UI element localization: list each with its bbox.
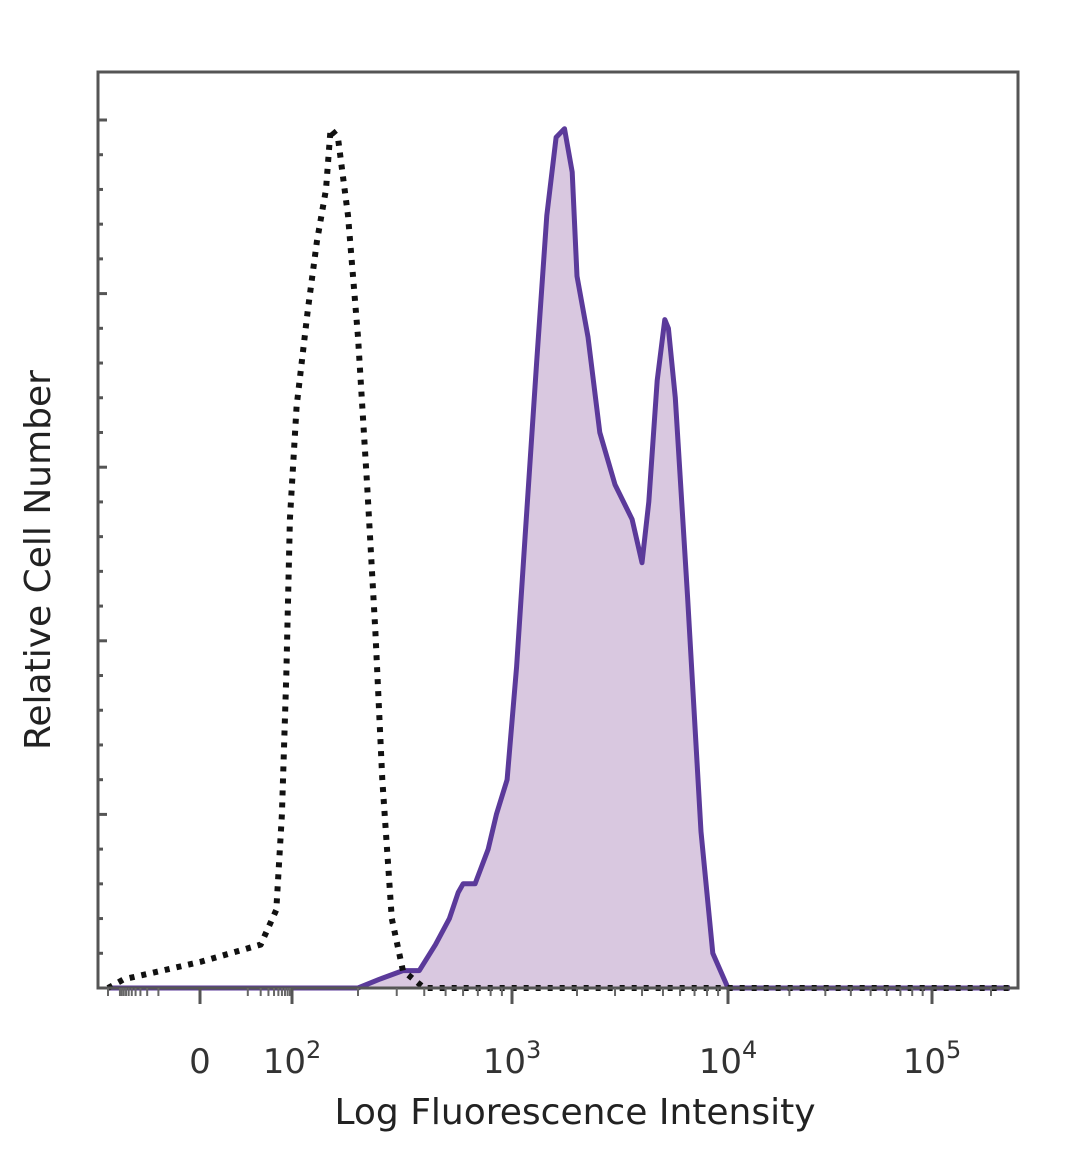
y-axis-title: Relative Cell Number (18, 370, 59, 750)
stained-histogram-line (108, 126, 1010, 991)
plot-area (106, 125, 1010, 991)
x-tick-label: 102 (263, 1036, 322, 1082)
control-histogram-line (106, 125, 1010, 991)
x-tick-label: 103 (483, 1036, 542, 1082)
x-tick-label: 0 (189, 1042, 211, 1082)
x-tick-label: 104 (699, 1036, 758, 1082)
x-axis-title: Log Fluorescence Intensity (334, 1092, 815, 1133)
series-fill-area (108, 128, 1010, 988)
plot-frame (96, 70, 1020, 990)
x-tick-label: 105 (903, 1036, 962, 1082)
